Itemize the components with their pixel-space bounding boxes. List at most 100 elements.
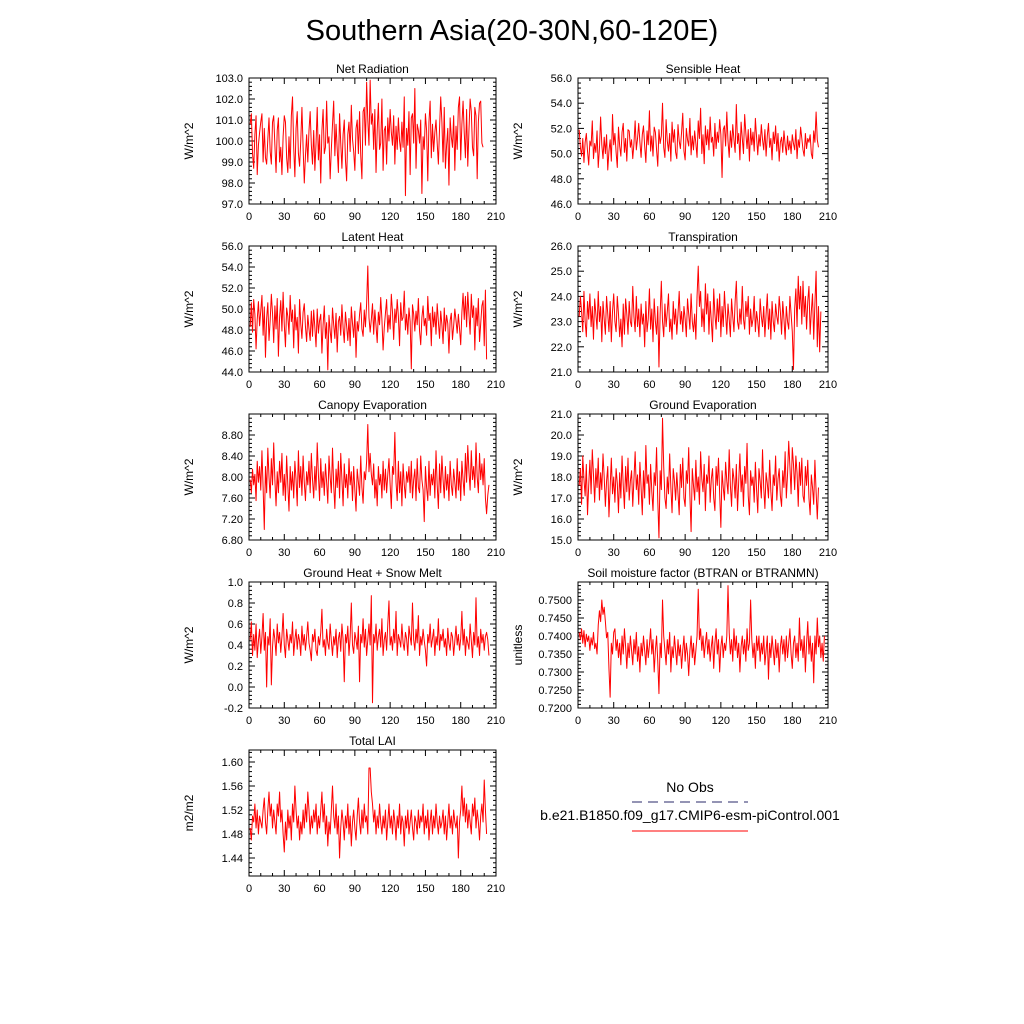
y-tick-label: 44.0 xyxy=(222,367,243,379)
x-tick-label: 60 xyxy=(643,379,655,391)
series-line xyxy=(249,595,490,704)
x-tick-label: 120 xyxy=(712,211,730,223)
plot-frame xyxy=(577,245,829,373)
x-tick-label: 150 xyxy=(416,211,434,223)
x-tick-label: 180 xyxy=(783,547,801,559)
x-tick-label: 90 xyxy=(679,547,691,559)
x-tick-label: 90 xyxy=(679,715,691,727)
y-tick-label: 19.0 xyxy=(551,451,572,463)
series-line xyxy=(249,767,488,859)
x-tick-label: 90 xyxy=(349,715,361,727)
y-tick-label: 18.0 xyxy=(551,472,572,484)
panel-title: Transpiration xyxy=(668,230,738,244)
y-tick-label: 8.00 xyxy=(222,472,243,484)
x-tick-label: 120 xyxy=(712,379,730,391)
x-tick-label: 0 xyxy=(575,715,581,727)
x-tick-label: 60 xyxy=(313,715,325,727)
y-axis-label: W/m^2 xyxy=(511,290,525,327)
chart-panel-9: Total LAI m2/m2 0 30 60 90 120 150 180 210 1.44 1.4… xyxy=(182,734,505,895)
x-tick-label: 30 xyxy=(608,715,620,727)
x-tick-label: 60 xyxy=(643,211,655,223)
panel-title: Soil moisture factor (BTRAN or BTRANMN) xyxy=(587,566,818,580)
y-tick-label: 8.40 xyxy=(222,451,243,463)
y-axis-label: W/m^2 xyxy=(511,458,525,495)
y-tick-label: -0.2 xyxy=(224,703,243,715)
y-tick-label: 20.0 xyxy=(551,430,572,442)
y-tick-label: 0.6 xyxy=(228,619,243,631)
x-tick-label: 180 xyxy=(452,547,470,559)
y-axis-label: W/m^2 xyxy=(182,626,196,663)
x-tick-label: 180 xyxy=(452,883,470,895)
y-tick-label: 0.7450 xyxy=(538,613,572,625)
x-tick-label: 210 xyxy=(819,547,837,559)
panel-title: Ground Heat + Snow Melt xyxy=(303,566,442,580)
x-tick-label: 30 xyxy=(278,211,290,223)
y-tick-label: 0.4 xyxy=(228,640,243,652)
x-tick-label: 150 xyxy=(747,715,765,727)
y-tick-label: 24.0 xyxy=(551,291,572,303)
x-tick-label: 210 xyxy=(819,379,837,391)
chart-panel-5: Canopy Evaporation W/m^2 0 30 60 90 120 150 180 2… xyxy=(182,398,505,559)
x-tick-label: 150 xyxy=(416,379,434,391)
x-tick-label: 30 xyxy=(278,883,290,895)
series-line xyxy=(249,265,488,371)
series-line xyxy=(249,424,490,530)
x-tick-label: 180 xyxy=(452,715,470,727)
x-tick-label: 60 xyxy=(643,715,655,727)
x-tick-label: 30 xyxy=(278,379,290,391)
plot-frame xyxy=(577,581,829,709)
y-tick-label: 22.0 xyxy=(551,342,572,354)
chart-panel-1: Net Radiation W/m^2 0 30 60 90 120 150 180 210 97.… xyxy=(182,62,505,223)
x-tick-label: 60 xyxy=(313,883,325,895)
figure-title: Southern Asia(20-30N,60-120E) xyxy=(306,15,719,47)
y-tick-label: 99.0 xyxy=(222,157,243,169)
y-tick-label: 7.20 xyxy=(222,514,243,526)
y-tick-label: 1.60 xyxy=(222,757,243,769)
x-tick-label: 120 xyxy=(381,883,399,895)
series-line xyxy=(578,585,825,698)
y-tick-label: 101.0 xyxy=(215,115,243,127)
y-tick-label: 52.0 xyxy=(551,123,572,135)
x-tick-label: 180 xyxy=(783,211,801,223)
y-tick-label: 56.0 xyxy=(222,241,243,253)
x-tick-label: 60 xyxy=(313,547,325,559)
y-tick-label: 7.60 xyxy=(222,493,243,505)
x-tick-label: 30 xyxy=(608,211,620,223)
x-tick-label: 180 xyxy=(783,379,801,391)
x-tick-label: 120 xyxy=(381,715,399,727)
chart-panel-4: Transpiration W/m^2 0 30 60 90 120 150 180 210 21.… xyxy=(511,230,837,391)
x-tick-label: 180 xyxy=(452,379,470,391)
x-tick-label: 90 xyxy=(349,211,361,223)
legend-obs-label: No Obs xyxy=(666,779,713,795)
x-tick-label: 90 xyxy=(349,883,361,895)
x-tick-label: 150 xyxy=(416,715,434,727)
y-tick-label: 100.0 xyxy=(215,136,243,148)
y-tick-label: 26.0 xyxy=(551,241,572,253)
chart-panel-8: Soil moisture factor (BTRAN or BTRANMN) u… xyxy=(511,566,837,727)
y-axis-label: W/m^2 xyxy=(182,290,196,327)
x-tick-label: 150 xyxy=(747,211,765,223)
y-tick-label: 1.48 xyxy=(222,829,243,841)
y-tick-label: 6.80 xyxy=(222,535,243,547)
x-tick-label: 90 xyxy=(679,211,691,223)
y-tick-label: 0.7200 xyxy=(538,703,572,715)
x-tick-label: 180 xyxy=(452,211,470,223)
x-tick-label: 0 xyxy=(246,211,252,223)
y-tick-label: 0.7500 xyxy=(538,595,572,607)
y-tick-label: 0.7300 xyxy=(538,667,572,679)
y-tick-label: 103.0 xyxy=(215,73,243,85)
y-tick-label: 54.0 xyxy=(551,98,572,110)
y-tick-label: 0.7250 xyxy=(538,685,572,697)
y-tick-label: 97.0 xyxy=(222,199,243,211)
y-axis-label: W/m^2 xyxy=(511,122,525,159)
x-tick-label: 90 xyxy=(349,379,361,391)
y-tick-label: 1.44 xyxy=(222,853,243,865)
y-tick-label: 17.0 xyxy=(551,493,572,505)
y-tick-label: 1.0 xyxy=(228,577,243,589)
chart-panel-2: Sensible Heat W/m^2 0 30 60 90 120 150 180 210 46.… xyxy=(511,62,837,223)
x-tick-label: 0 xyxy=(246,715,252,727)
x-tick-label: 150 xyxy=(416,883,434,895)
y-tick-label: 21.0 xyxy=(551,367,572,379)
y-tick-label: 52.0 xyxy=(222,283,243,295)
x-tick-label: 120 xyxy=(712,715,730,727)
